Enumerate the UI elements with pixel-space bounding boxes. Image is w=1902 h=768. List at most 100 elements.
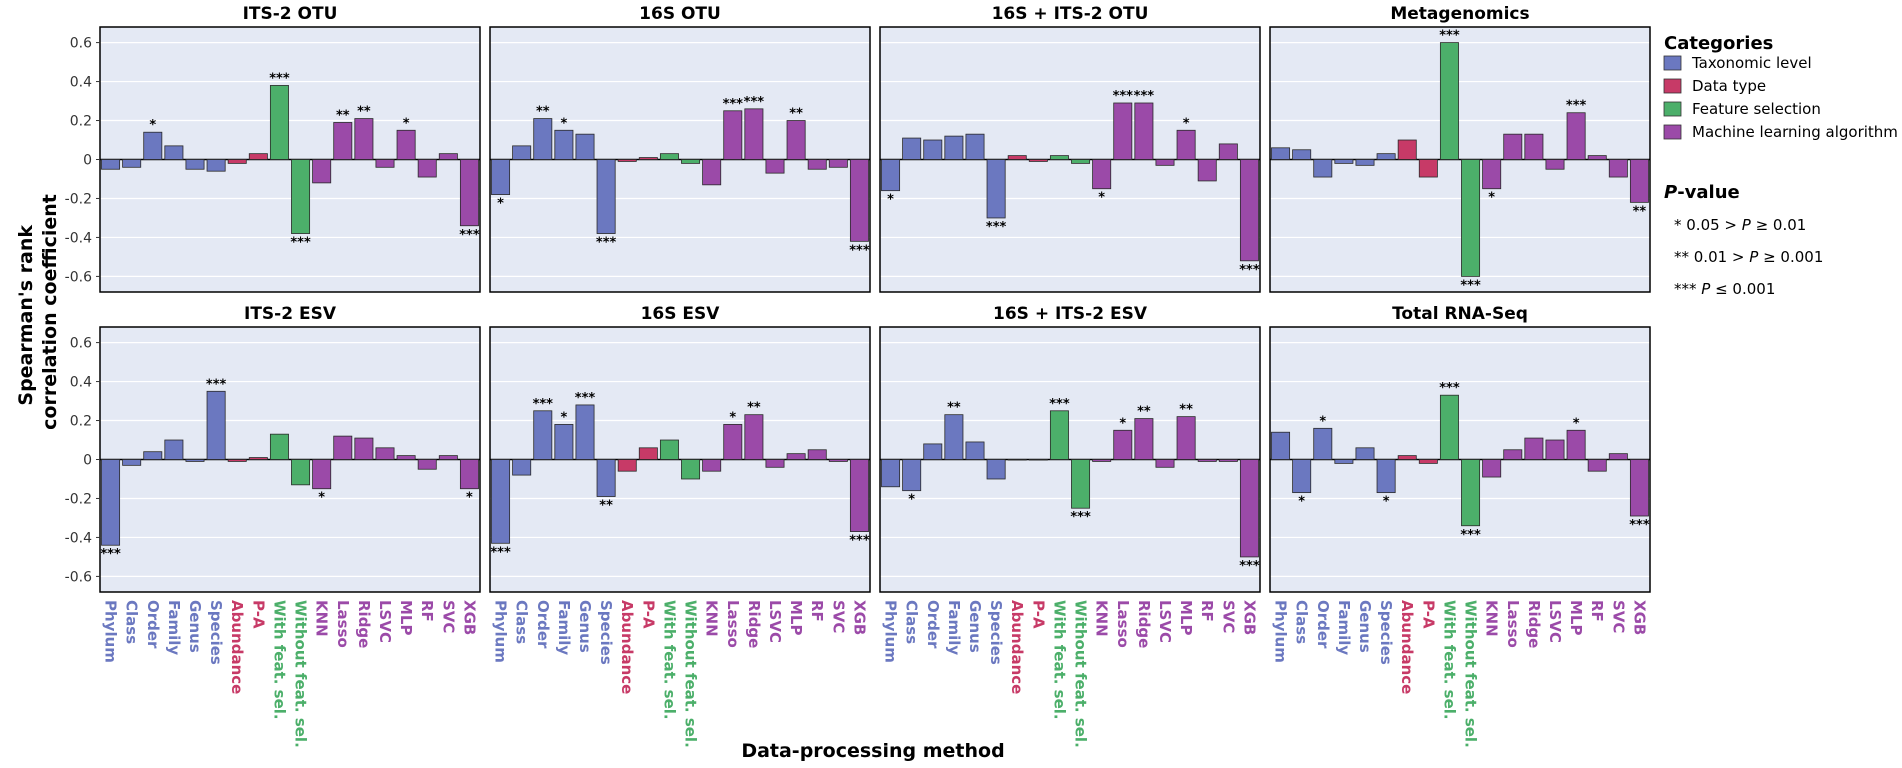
x-tick-label-order: Order [1314, 600, 1332, 649]
bar-ridge [1524, 133, 1544, 160]
x-tick-label-p-a: P-A [249, 600, 267, 629]
bar-knn [312, 159, 332, 184]
bar-abundance [1007, 155, 1027, 160]
significance-label: *** [596, 236, 617, 251]
panel-border [489, 326, 871, 593]
bar-knn [702, 459, 722, 472]
bar-ridge [1134, 418, 1154, 460]
bar-p-a [1028, 459, 1048, 461]
significance-label: ** [1137, 405, 1151, 420]
bar-xgb [459, 159, 479, 227]
panel-title: Metagenomics [1390, 4, 1529, 24]
bar-abundance [227, 159, 247, 164]
bar-order [533, 410, 553, 460]
y-tick-label: -0.2 [65, 491, 92, 507]
bar-mlp [1176, 129, 1196, 160]
bar-with-feat-sel [1439, 42, 1459, 160]
x-tick-label-without-feat-sel: Without feat. sel. [1462, 600, 1480, 748]
bar-mlp [1566, 112, 1586, 160]
bar-svc [1218, 143, 1238, 160]
x-tick-label-species: Species [597, 600, 615, 665]
legend-title: Categories [1664, 33, 1773, 54]
x-tick-label-without-feat-sel: Without feat. sel. [292, 600, 310, 748]
pvalue-row-3: *** P ≤ 0.001 [1674, 280, 1775, 298]
bar-family [1334, 159, 1354, 164]
bar-with-feat-sel [269, 433, 289, 460]
bar-with-feat-sel [269, 85, 289, 160]
y-tick-label: -0.6 [65, 569, 92, 585]
y-tick-label: 0.4 [70, 75, 92, 91]
x-tick-label-ridge: Ridge [355, 600, 373, 648]
legend-label-taxonomic: Taxonomic level [1691, 54, 1812, 72]
bar-phylum [101, 459, 121, 546]
significance-label: *** [1134, 89, 1155, 104]
bar-xgb [459, 459, 479, 490]
bar-order [143, 451, 163, 460]
x-tick-label-order: Order [144, 600, 162, 649]
bar-svc [1608, 453, 1628, 460]
significance-label: * [466, 491, 473, 506]
significance-label: * [1183, 116, 1190, 131]
x-tick-label-family: Family [555, 600, 573, 655]
y-tick-label: 0.2 [70, 114, 92, 130]
bar-without-feat-sel [1071, 459, 1091, 509]
significance-label: * [1098, 191, 1105, 206]
panel-16s-its-2-otu: ******** *******16S + ITS-2 OTU [879, 4, 1261, 293]
significance-label: *** [1239, 263, 1260, 278]
significance-label: *** [723, 97, 744, 112]
x-tick-label-species: Species [1377, 600, 1395, 665]
bar-genus [1355, 447, 1375, 460]
x-tick-label-rf: RF [1198, 600, 1216, 622]
bar-lasso [333, 122, 353, 160]
x-tick-label-svc: SVC [1609, 600, 1627, 633]
bar-knn [312, 459, 332, 490]
bar-without-feat-sel [1461, 159, 1481, 277]
bar-lsvc [765, 459, 785, 468]
x-tick-label-p-a: P-A [639, 600, 657, 629]
bar-knn [702, 159, 722, 186]
bar-with-feat-sel [1049, 410, 1069, 460]
panel-its-2-esv: ******* *ITS-2 ESV0.60.40.20-0.2-0.4-0.6P… [65, 304, 481, 748]
bar-rf [1197, 159, 1217, 182]
significance-label: ** [789, 107, 803, 122]
x-tick-label-rf: RF [1588, 600, 1606, 622]
x-tick-label-phylum: Phylum [492, 600, 510, 663]
bar-svc [828, 459, 848, 462]
significance-label: * [729, 410, 736, 425]
x-tick-label-ridge: Ridge [1135, 600, 1153, 648]
bar-lasso [1113, 102, 1133, 160]
panel-title: 16S ESV [641, 304, 721, 324]
bar-species [1376, 153, 1396, 160]
significance-label: ** [1179, 403, 1193, 418]
bar-xgb [1239, 159, 1259, 262]
y-axis-label-line2: correlation coefficient [39, 194, 61, 430]
bar-genus [575, 404, 595, 460]
x-tick-label-family: Family [165, 600, 183, 655]
x-tick-label-ridge: Ridge [1525, 600, 1543, 648]
significance-label: * [560, 410, 567, 425]
x-tick-label-with-feat-sel: With feat. sel. [1440, 600, 1458, 720]
bar-genus [575, 133, 595, 160]
bar-phylum [1271, 147, 1291, 160]
significance-label: *** [575, 391, 596, 406]
significance-label: ** [1633, 204, 1647, 219]
significance-label: * [403, 116, 410, 131]
panel-border [1269, 326, 1651, 593]
x-tick-label-with-feat-sel: With feat. sel. [270, 600, 288, 720]
bar-mlp [786, 120, 806, 160]
bar-abundance [617, 159, 637, 162]
legend-label-feature-selection: Feature selection [1692, 100, 1821, 118]
x-tick-label-xgb: XGB [850, 600, 868, 635]
panel-border [489, 26, 871, 293]
bar-without-feat-sel [1461, 459, 1481, 527]
bar-lsvc [1545, 159, 1565, 170]
bar-without-feat-sel [681, 459, 701, 480]
bar-class [902, 459, 922, 492]
bar-knn [1482, 459, 1502, 478]
y-tick-label: 0.6 [70, 336, 92, 352]
x-tick-label-rf: RF [808, 600, 826, 622]
bar-knn [1092, 159, 1112, 190]
bar-ridge [744, 108, 764, 160]
panel-border [879, 326, 1261, 593]
